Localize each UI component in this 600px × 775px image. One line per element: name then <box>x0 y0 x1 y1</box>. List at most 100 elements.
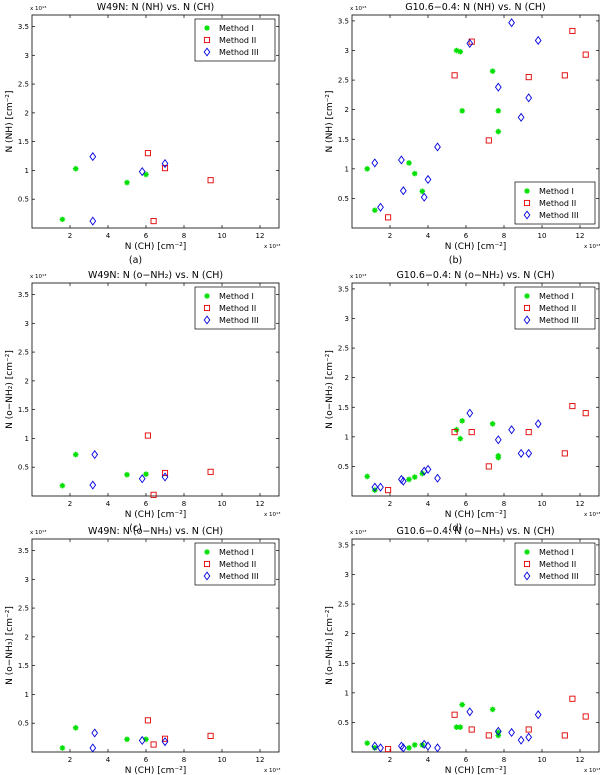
y-tick-label: 2 <box>345 374 349 382</box>
x-tick-label: 2 <box>68 232 72 240</box>
legend-label: Method III <box>539 211 579 220</box>
data-point <box>508 425 515 435</box>
data-point <box>72 165 79 172</box>
data-point <box>489 706 496 713</box>
chart-title: G10.6−0.4: N (NH) vs. N (CH) <box>405 2 546 13</box>
y-exponent: x 10¹³ <box>30 273 46 280</box>
x-axis-label: N (CH) [cm⁻²] <box>125 510 187 520</box>
chart-title: W49N: N (o−NH₂) vs. N (CH) <box>88 270 223 281</box>
panel-c: 2 4 6 8 10 12 0.5 1 1.5 2 2.5 3 3.5 x 10¹³ x 10¹³ W49N:… <box>5 270 280 534</box>
x-tick-label: 8 <box>182 756 186 764</box>
data-point <box>525 726 532 733</box>
y-tick-label: 2.5 <box>18 605 29 613</box>
y-tick-label: 3 <box>345 47 349 55</box>
data-point <box>161 158 169 169</box>
series-method-ii <box>385 403 589 494</box>
data-point <box>525 448 533 458</box>
x-tick-label: 10 <box>218 500 227 508</box>
y-tick-label: 1 <box>25 167 29 175</box>
series-method-ii <box>144 432 214 498</box>
data-point <box>377 202 384 212</box>
y-tick-label: 3.5 <box>338 541 349 549</box>
y-tick-label: 0.5 <box>18 196 29 204</box>
y-tick-label: 3.5 <box>338 285 349 293</box>
y-tick-label: 1.5 <box>338 404 349 412</box>
y-axis-label: N (NH) [cm⁻²] <box>325 90 335 152</box>
x-tick-label: 6 <box>464 232 469 240</box>
data-point <box>144 432 151 439</box>
y-tick-label: 1 <box>25 691 29 699</box>
legend-marker <box>523 199 531 207</box>
x-tick-label: 4 <box>426 500 431 508</box>
data-point <box>525 429 532 436</box>
legend-marker <box>203 571 211 581</box>
legend-label: Method III <box>219 572 259 581</box>
data-point <box>495 128 502 135</box>
legend-marker <box>203 315 211 325</box>
data-point <box>451 72 458 79</box>
x-tick-label: 8 <box>502 756 506 764</box>
x-exponent: x 10¹³ <box>264 243 280 250</box>
data-point <box>150 491 157 498</box>
x-exponent: x 10¹³ <box>584 243 600 250</box>
data-point <box>364 166 370 172</box>
y-tick-label: 2.5 <box>18 81 29 89</box>
legend: Method I Method II Method III <box>194 286 276 330</box>
legend-label: Method II <box>539 199 576 208</box>
x-axis-label: N (CH) [cm⁻²] <box>445 766 507 775</box>
x-tick-label: 12 <box>576 500 585 508</box>
data-point <box>372 745 378 751</box>
x-tick-label: 2 <box>68 756 72 764</box>
x-tick-label: 12 <box>256 232 265 240</box>
data-point <box>150 218 157 225</box>
data-point <box>144 150 151 157</box>
x-exponent: x 10¹³ <box>584 511 600 518</box>
data-point <box>143 171 149 178</box>
legend-marker <box>203 560 211 568</box>
data-point <box>508 18 515 28</box>
series-method-i <box>364 47 502 214</box>
x-tick-label: 2 <box>388 232 392 240</box>
y-tick-label: 3 <box>25 576 29 584</box>
data-point <box>495 729 502 736</box>
data-point <box>143 471 149 477</box>
data-point <box>508 727 515 738</box>
x-tick-label: 4 <box>426 232 431 240</box>
x-tick-label: 8 <box>182 500 186 508</box>
data-point <box>398 155 405 165</box>
data-point <box>124 736 130 743</box>
data-point <box>207 468 214 475</box>
x-axis-label: N (CH) [cm⁻²] <box>445 510 507 520</box>
x-tick-label: 10 <box>538 500 547 508</box>
data-point <box>89 152 97 162</box>
legend: Method I Method II Method III <box>514 181 596 225</box>
data-point <box>161 735 169 742</box>
series-method-iii <box>89 449 169 490</box>
data-point <box>385 745 392 753</box>
legend-label: Method I <box>539 548 574 557</box>
data-point <box>466 38 474 48</box>
legend-marker <box>203 304 211 312</box>
x-tick-label: 2 <box>388 756 392 764</box>
chart-title: G10.6−0.4: N (o−NH₂) vs. N (CH) <box>396 270 554 281</box>
y-tick-label: 3 <box>345 315 349 323</box>
y-axis-label: N (NH) [cm⁻²] <box>5 90 15 152</box>
y-tick-label: 2 <box>25 633 29 641</box>
data-point <box>494 82 502 92</box>
y-axis-label: N (o−NH₃) [cm⁻²] <box>5 606 15 685</box>
data-point <box>569 27 576 35</box>
panel-e: 2 4 6 8 10 12 0.5 1 1.5 2 2.5 3 3.5 x 10¹³ x 10¹³ W49N:… <box>5 526 280 775</box>
data-point <box>411 742 418 748</box>
data-point <box>561 732 568 739</box>
data-point <box>459 701 465 708</box>
legend: Method I Method II Method III <box>514 286 596 330</box>
data-point <box>457 724 464 730</box>
data-point <box>364 473 370 480</box>
x-tick-label: 8 <box>502 500 506 508</box>
data-point <box>138 474 146 484</box>
x-tick-label: 12 <box>576 232 585 240</box>
data-point <box>582 51 589 58</box>
data-point <box>420 739 428 749</box>
data-point <box>399 743 407 753</box>
data-point <box>489 421 496 427</box>
